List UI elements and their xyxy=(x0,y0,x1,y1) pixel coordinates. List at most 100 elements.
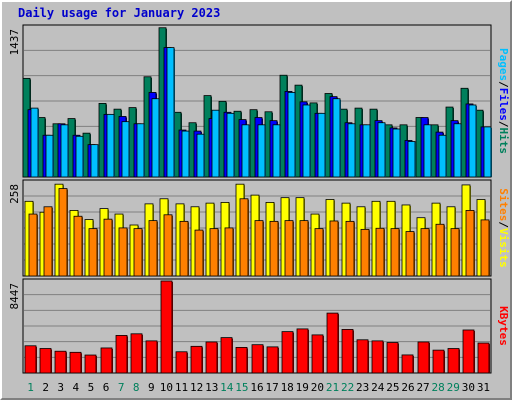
x-tick-label: 15 xyxy=(235,381,248,394)
bar-pages-day-2 xyxy=(45,134,54,178)
bar-pages-day-29 xyxy=(453,123,462,178)
bar-sites-day-31 xyxy=(480,219,490,277)
bar-kbytes-day-25 xyxy=(386,342,399,374)
bar-pages-day-13 xyxy=(211,109,220,178)
bar-pages-day-18 xyxy=(287,92,296,178)
x-tick-label: 14 xyxy=(220,381,234,394)
bar-sites-day-9 xyxy=(148,220,158,277)
x-tick-label: 29 xyxy=(447,381,460,394)
bar-pages-day-11 xyxy=(181,130,190,178)
x-tick-label: 4 xyxy=(73,381,80,394)
bar-pages-day-10 xyxy=(166,47,175,178)
legend-part: / xyxy=(497,221,510,228)
bar-sites-day-20 xyxy=(314,228,324,277)
bar-pages-day-8 xyxy=(136,123,145,178)
legend-part: Pages xyxy=(497,48,510,81)
bar-sites-day-12 xyxy=(194,229,204,277)
bar-sites-day-23 xyxy=(360,228,370,277)
bar-kbytes-day-10 xyxy=(160,280,173,374)
bar-kbytes-day-4 xyxy=(69,351,82,374)
bar-kbytes-day-30 xyxy=(462,329,475,374)
bar-pages-day-27 xyxy=(423,124,432,178)
bar-kbytes-day-15 xyxy=(235,347,248,374)
bar-pages-day-3 xyxy=(60,124,69,178)
x-tick-label: 27 xyxy=(416,381,429,394)
bar-pages-day-4 xyxy=(75,135,84,178)
bar-pages-day-20 xyxy=(317,112,326,178)
bar-sites-day-7 xyxy=(118,227,128,277)
x-tick-label: 25 xyxy=(386,381,399,394)
bar-kbytes-day-12 xyxy=(190,345,203,374)
x-tick-label: 10 xyxy=(160,381,173,394)
bar-sites-day-24 xyxy=(375,227,385,277)
bar-kbytes-day-31 xyxy=(477,342,490,374)
x-tick-label: 16 xyxy=(250,381,263,394)
bar-sites-day-26 xyxy=(405,231,415,277)
legend-part: KBytes xyxy=(497,306,510,346)
bar-sites-day-6 xyxy=(103,218,113,277)
bar-pages-day-28 xyxy=(438,134,447,178)
bar-pages-day-14 xyxy=(226,112,235,178)
bar-sites-day-11 xyxy=(179,220,189,277)
bar-sites-day-2 xyxy=(43,206,53,277)
legend-part: Visits xyxy=(497,228,510,268)
bar-kbytes-day-1 xyxy=(24,345,37,374)
bar-sites-day-3 xyxy=(58,188,68,277)
legend-hits-files-pages: Pages/Files/Hits xyxy=(497,48,510,154)
bar-pages-day-22 xyxy=(347,123,356,178)
x-tick-label: 17 xyxy=(265,381,278,394)
bar-sites-day-25 xyxy=(390,228,400,277)
y-max-label: 8447 xyxy=(8,283,21,310)
bar-pages-day-19 xyxy=(302,104,311,178)
x-tick-label: 9 xyxy=(148,381,155,394)
x-tick-label: 23 xyxy=(356,381,369,394)
x-tick-label: 13 xyxy=(205,381,218,394)
y-max-label: 258 xyxy=(8,184,21,204)
bar-kbytes-day-13 xyxy=(205,341,218,374)
bar-kbytes-day-28 xyxy=(432,349,445,374)
x-tick-label: 24 xyxy=(371,381,385,394)
bar-sites-day-28 xyxy=(435,223,445,277)
bar-kbytes-day-18 xyxy=(281,331,294,374)
x-tick-label: 6 xyxy=(103,381,110,394)
bar-sites-day-21 xyxy=(329,220,339,277)
legend-part: Hits xyxy=(497,128,510,155)
legend-kbytes: KBytes xyxy=(497,306,510,346)
bar-pages-day-31 xyxy=(483,126,492,178)
bar-pages-day-9 xyxy=(151,98,160,178)
bar-kbytes-day-21 xyxy=(326,312,339,374)
legend-part: Sites xyxy=(497,188,510,221)
bar-pages-day-7 xyxy=(121,121,130,178)
bar-kbytes-day-7 xyxy=(115,335,128,374)
bar-kbytes-day-17 xyxy=(266,346,279,374)
bar-sites-day-8 xyxy=(133,228,143,277)
bar-kbytes-day-11 xyxy=(175,351,188,374)
bar-kbytes-day-24 xyxy=(371,340,384,374)
bar-pages-day-26 xyxy=(407,141,416,178)
x-tick-label: 31 xyxy=(477,381,490,394)
bar-kbytes-day-27 xyxy=(417,341,430,374)
x-tick-label: 20 xyxy=(311,381,324,394)
bar-sites-day-29 xyxy=(450,228,460,277)
bar-kbytes-day-6 xyxy=(100,347,113,374)
bar-pages-day-30 xyxy=(468,104,477,178)
bar-pages-day-23 xyxy=(362,124,371,178)
bar-pages-day-12 xyxy=(196,133,205,178)
x-tick-label: 5 xyxy=(88,381,95,394)
bar-sites-day-19 xyxy=(299,220,309,277)
bar-kbytes-day-5 xyxy=(84,354,97,374)
x-tick-label: 8 xyxy=(133,381,140,394)
legend-part: / xyxy=(497,81,510,88)
bar-pages-day-16 xyxy=(257,124,266,178)
x-tick-label: 7 xyxy=(118,381,125,394)
y-max-label: 1437 xyxy=(8,29,21,56)
bar-kbytes-day-23 xyxy=(356,339,369,374)
chart-title: Daily usage for January 2023 xyxy=(18,6,221,20)
x-tick-label: 3 xyxy=(57,381,64,394)
bar-sites-day-14 xyxy=(224,227,234,277)
bar-sites-day-30 xyxy=(465,210,475,277)
bar-kbytes-day-19 xyxy=(296,328,309,374)
legend-visits-sites: Sites/Visits xyxy=(497,188,510,268)
bar-kbytes-day-26 xyxy=(401,354,414,374)
